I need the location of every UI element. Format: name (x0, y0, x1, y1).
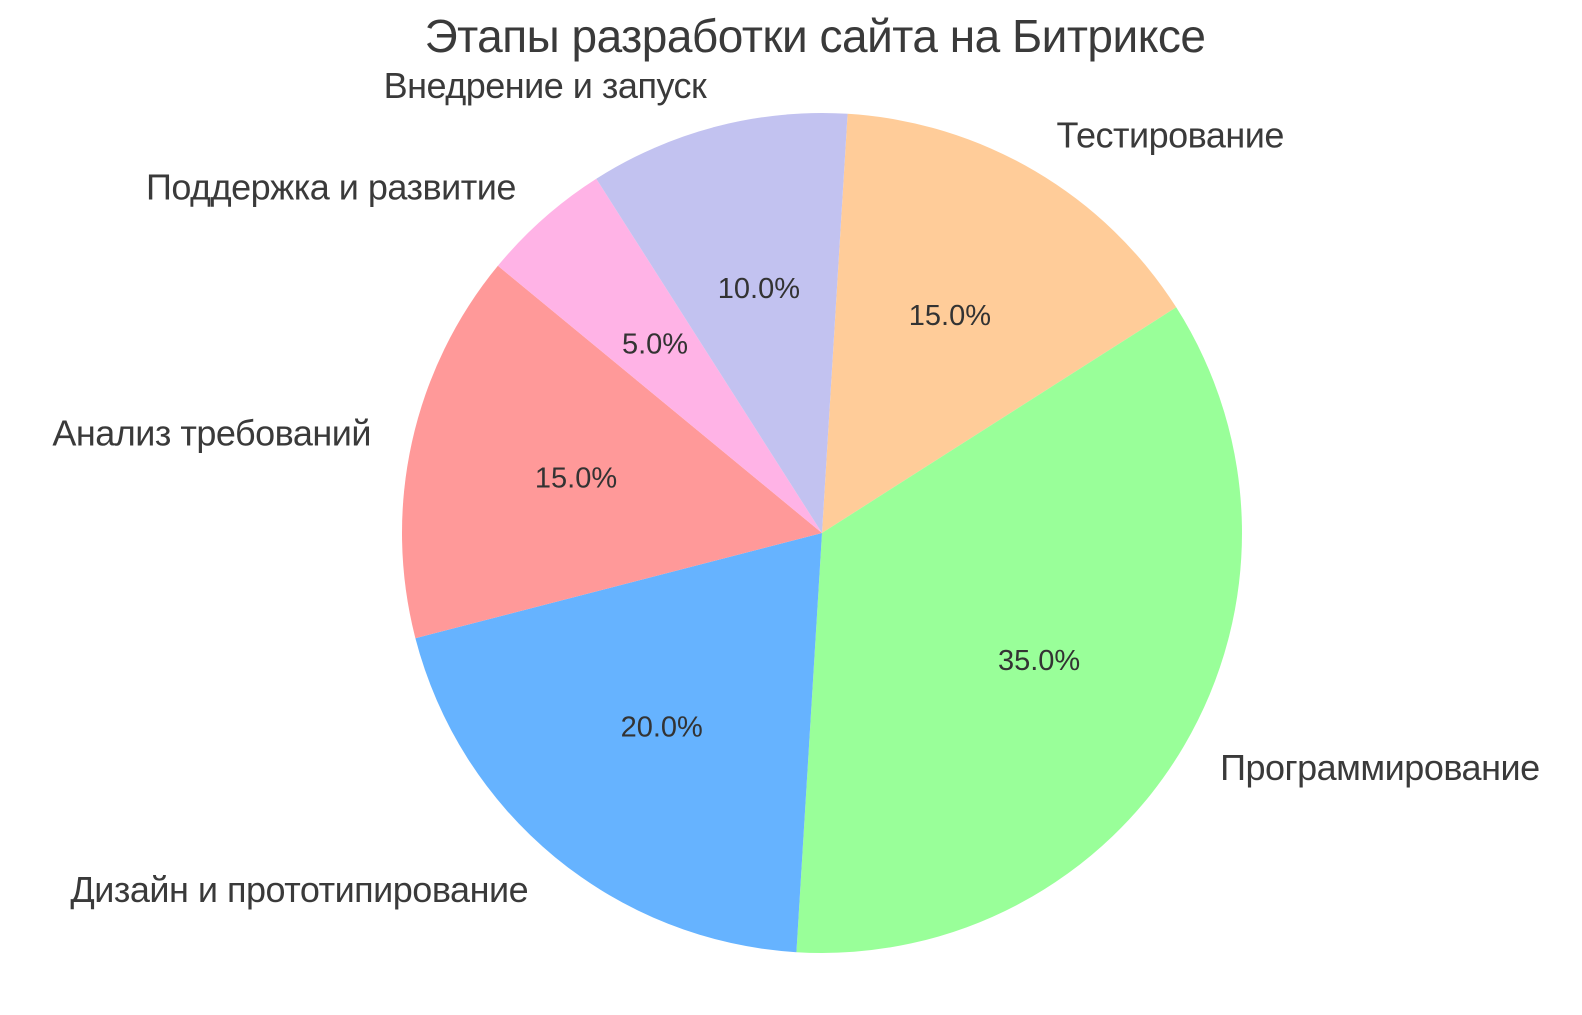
pie-slice-5 (596, 113, 848, 534)
pie-slice-label-1: Программирование (1220, 747, 1540, 788)
pie-slice-4 (497, 178, 822, 534)
pie-slice-0 (822, 113, 1177, 534)
pie-slice-1 (796, 307, 1242, 953)
pie-slice-label-5: Внедрение и запуск (384, 65, 707, 106)
chart-title: Этапы разработки сайта на Битриксе (424, 10, 1206, 62)
pie-slice-label-4: Поддержка и развитие (146, 167, 516, 208)
pie-slice-pct-1: 35.0% (998, 645, 1080, 677)
pie-slice-pct-3: 15.0% (535, 463, 617, 495)
pie-slice-label-2: Дизайн и прототипирование (70, 869, 528, 910)
pie-slice-pct-0: 15.0% (909, 300, 991, 332)
pie-slice-pct-5: 10.0% (718, 273, 800, 305)
pie-slice-pct-4: 5.0% (622, 328, 688, 360)
pie-slice-label-3: Анализ требований (52, 413, 371, 454)
pie-slice-3 (401, 265, 822, 639)
pie-slice-label-0: Тестирование (1057, 114, 1284, 155)
pie-slice-pct-2: 20.0% (621, 711, 703, 743)
pie-slice-2 (415, 533, 822, 953)
